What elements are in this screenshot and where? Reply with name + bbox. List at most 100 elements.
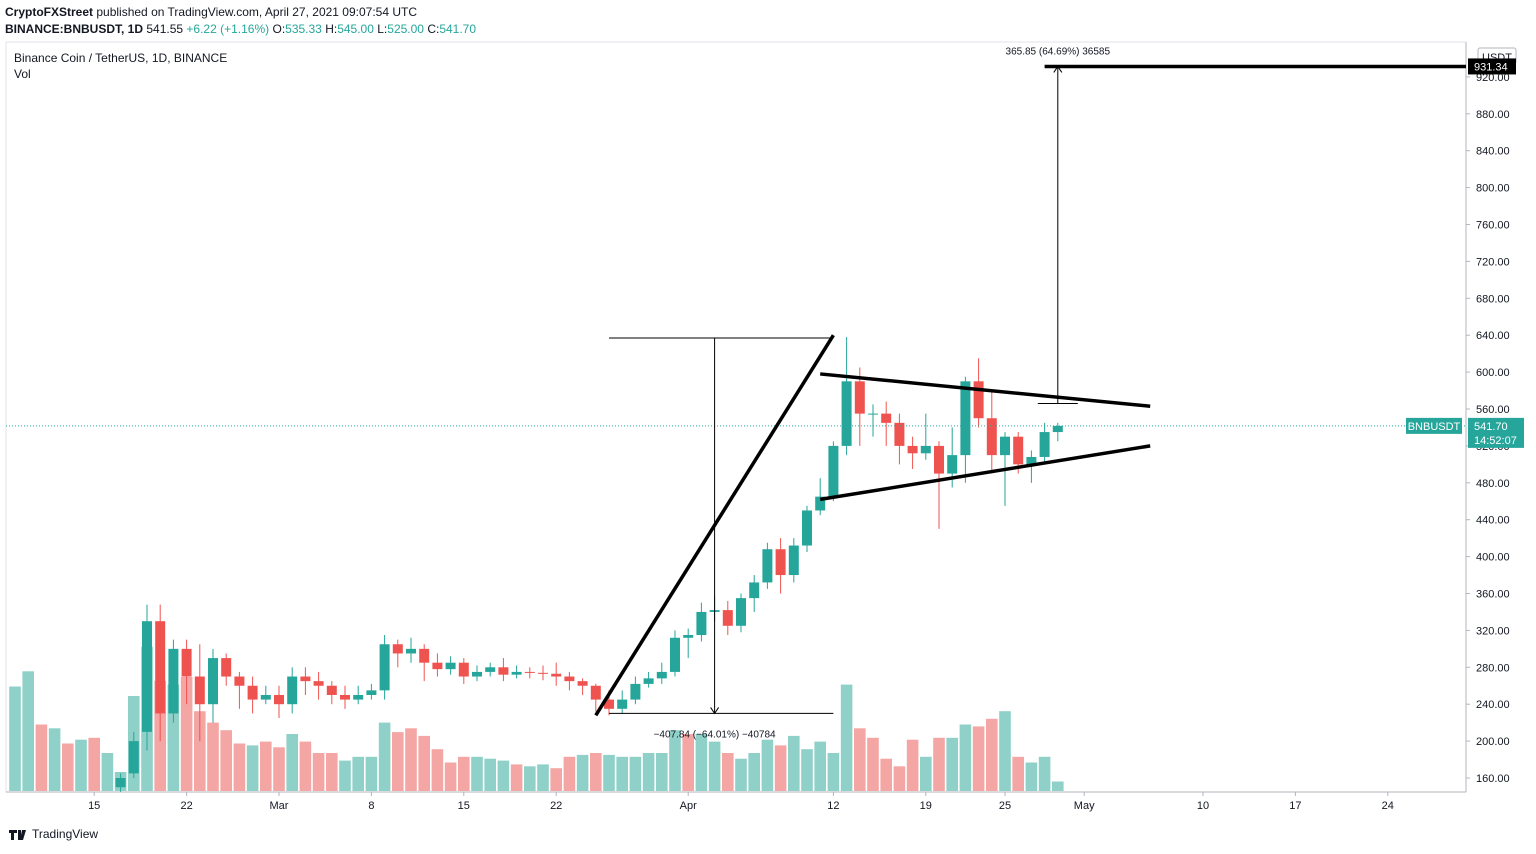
candle-body <box>419 648 430 663</box>
volume-bar <box>642 753 655 791</box>
candle-body <box>445 662 456 670</box>
tradingview-footer[interactable]: TradingView <box>8 827 98 841</box>
volume-bar <box>537 764 549 791</box>
x-tick-label: Mar <box>270 800 289 812</box>
volume-bar <box>286 734 298 791</box>
pennant-upper-line <box>820 372 1151 408</box>
candle-body <box>392 644 403 654</box>
candle-body <box>326 685 337 695</box>
candle-body <box>788 545 799 576</box>
candle-body <box>432 662 443 670</box>
volume-bar <box>62 743 74 791</box>
x-tick-label: 19 <box>920 800 932 812</box>
volume-bar <box>972 726 985 791</box>
publisher-name[interactable]: CryptoFXStreet <box>5 5 94 19</box>
open-label: O: <box>272 22 286 36</box>
x-tick-label: 17 <box>1289 800 1301 812</box>
volume-bar <box>880 758 892 791</box>
candle-body <box>287 676 298 705</box>
volume-bar <box>1025 762 1038 791</box>
volume-bar <box>405 728 417 791</box>
candle-body <box>749 582 760 599</box>
volume-bar <box>392 732 404 791</box>
volume-indicator-label[interactable]: Vol <box>14 67 31 81</box>
candle-body <box>630 683 641 700</box>
y-tick-label: 360.00 <box>1476 589 1510 601</box>
volume-bar <box>603 754 615 791</box>
volume-bar <box>378 722 391 791</box>
volume-bar <box>194 711 206 791</box>
candle-body <box>168 648 179 714</box>
y-tick-label: 440.00 <box>1476 515 1510 527</box>
tradingview-brand: TradingView <box>32 827 99 841</box>
x-tick-label: 22 <box>550 800 562 812</box>
candle-body <box>181 648 192 677</box>
symbol-tag-box <box>1406 417 1462 434</box>
candle-body <box>736 598 746 626</box>
volume-bar <box>695 734 708 791</box>
target-price-box <box>1468 58 1516 75</box>
volume-bar <box>708 741 721 791</box>
volume-bar <box>471 756 483 791</box>
candle-body <box>538 672 548 674</box>
volume-bar <box>682 734 694 791</box>
candle-body <box>128 741 139 774</box>
pane-title[interactable]: Binance Coin / TetherUS, 1D, BINANCE <box>14 51 228 65</box>
candle-body <box>155 621 166 714</box>
symbol-label: BINANCE:BNBUSDT, 1D <box>5 22 144 36</box>
candle-body <box>208 658 218 705</box>
candle-body <box>934 445 944 474</box>
candle-body <box>406 648 416 654</box>
candle-body <box>802 510 812 546</box>
volume-bar <box>616 756 628 791</box>
candle-body <box>472 671 482 677</box>
volume-bar <box>48 728 61 791</box>
volume-bar <box>326 753 338 791</box>
candle-body <box>656 671 667 679</box>
x-tick-label: 22 <box>180 800 192 812</box>
volume-bar <box>920 756 932 791</box>
candle-body <box>973 381 984 419</box>
x-tick-label: 10 <box>1197 800 1209 812</box>
candle-body <box>907 445 918 454</box>
candle-body <box>1052 425 1063 433</box>
x-tick-label: 8 <box>368 800 374 812</box>
candle-body <box>590 685 601 700</box>
volume-bar <box>867 737 879 791</box>
volume-bar <box>893 766 906 791</box>
volume-bar <box>484 758 496 791</box>
candle-body <box>683 635 694 638</box>
volume-bar <box>827 753 840 791</box>
volume-bar <box>761 739 774 791</box>
candle-body <box>340 694 350 700</box>
volume-bar <box>999 711 1011 791</box>
volume-bar <box>933 737 945 791</box>
volume-bar <box>299 741 312 791</box>
volume-bar <box>550 768 562 791</box>
candle-body <box>247 685 258 700</box>
candle-body <box>1039 432 1050 457</box>
candle-body <box>498 667 509 675</box>
high-label: H: <box>325 22 338 36</box>
candle-body <box>854 381 865 414</box>
volume-bar <box>801 749 813 791</box>
last-price-box <box>1468 417 1524 448</box>
x-tick-label: 15 <box>88 800 100 812</box>
candle-body <box>194 676 205 705</box>
y-tick-label: 320.00 <box>1476 625 1510 637</box>
candle-body <box>313 681 324 686</box>
candle-body <box>260 694 271 700</box>
candle-body <box>458 662 469 677</box>
close-label: C: <box>427 22 440 36</box>
y-tick-label: 400.00 <box>1476 552 1510 564</box>
last-price-label: 541.70 <box>1474 421 1508 433</box>
candle-body <box>485 667 496 672</box>
candle-body <box>366 690 377 695</box>
volume-bar <box>180 677 193 791</box>
last-price-label: 541.55 <box>146 22 184 36</box>
publish-header: CryptoFXStreet published on TradingView.… <box>5 4 417 20</box>
volume-bar <box>312 753 325 791</box>
x-tick-label: 24 <box>1382 800 1394 812</box>
volume-bar <box>273 747 285 791</box>
